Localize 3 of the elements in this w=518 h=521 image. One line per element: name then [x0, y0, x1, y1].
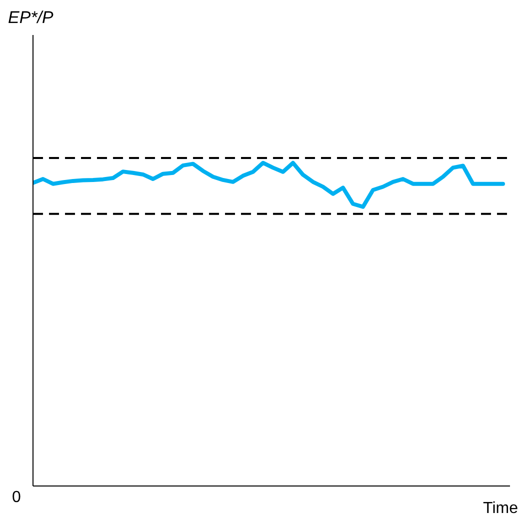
text: 0 — [12, 489, 21, 507]
chart-title: EP*/P — [8, 8, 54, 28]
x-axis-title: Time — [483, 500, 518, 518]
